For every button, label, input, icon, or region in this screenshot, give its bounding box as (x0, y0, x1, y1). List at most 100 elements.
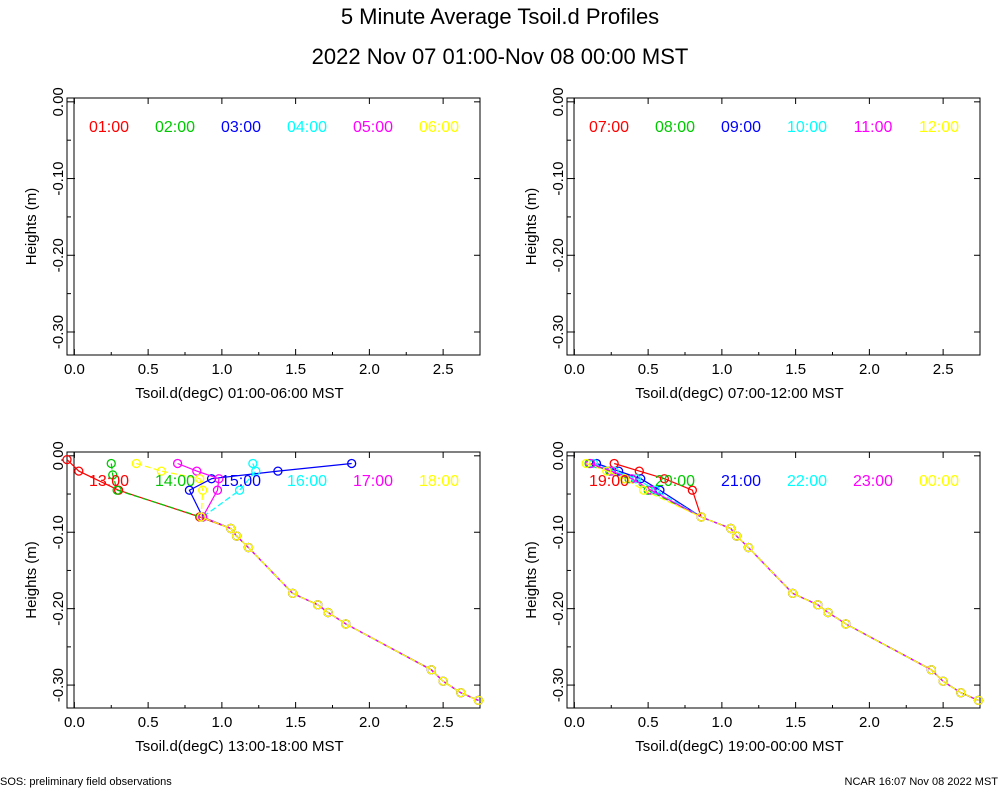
panel4-data-point (973, 695, 984, 706)
panel3-x-tick-label: 1.0 (211, 714, 232, 731)
panel3-data-point (226, 523, 236, 534)
panel3-data-point (456, 688, 466, 698)
panel4-data-point (581, 458, 591, 469)
chart-subtitle: 2022 Nov 07 01:00-Nov 08 00:00 MST (311, 44, 689, 69)
panel1-y-tick-label: -0.10 (50, 161, 67, 195)
panel3-x-tick-label: 1.5 (285, 714, 306, 731)
panel4-data-point (938, 676, 948, 686)
panel4-data-point (639, 485, 649, 495)
panel1-y-tick-label: -0.30 (50, 315, 67, 349)
panel4-data-point (926, 665, 936, 675)
panel3-series-line-1700 (177, 462, 479, 701)
panel3-data-point (156, 466, 167, 476)
panel4-x-tick-label: 1.0 (711, 714, 732, 731)
panel2-y-tick-label: -0.20 (550, 238, 567, 272)
panel3-data-point (192, 466, 202, 476)
panel2-x-axis-label: Tsoil.d(degC) 07:00-12:00 MST (635, 385, 843, 402)
panel3-data-point (243, 542, 254, 553)
panel3-legend-entry: 17:00 (353, 473, 393, 490)
panel3-x-tick-label: 0.0 (64, 714, 85, 731)
panel4-data-point (813, 600, 823, 610)
panel2-x-tick-label: 0.0 (564, 361, 585, 378)
panel4-data-point (743, 542, 754, 553)
panel3-data-point (473, 695, 484, 706)
panel3-data-point (74, 466, 84, 476)
panel3-series-line-1300 (66, 459, 479, 701)
panel4-legend-entry: 19:00 (589, 473, 629, 490)
panel4-x-tick-label: 2.5 (933, 714, 954, 731)
panel4-data-point (731, 531, 742, 541)
panel3-x-axis-label: Tsoil.d(degC) 13:00-18:00 MST (135, 738, 343, 755)
panel3-data-point (234, 485, 245, 495)
panel3-y-axis-label: Heights (m) (23, 541, 40, 619)
panel4-x-tick-label: 1.5 (785, 714, 806, 731)
panel3-data-point (214, 474, 224, 484)
panel2-legend-entry: 07:00 (589, 119, 629, 136)
panel1-x-axis-label: Tsoil.d(degC) 01:00-06:00 MST (135, 385, 343, 402)
panel2-y-tick-label: 0.00 (550, 87, 567, 116)
panel3-data-point (273, 466, 283, 476)
panel1-x-tick-label: 2.0 (359, 361, 380, 378)
panel4-series-line-0000 (585, 462, 979, 701)
panel3-data-point (212, 485, 223, 495)
panel3-data-point (248, 458, 258, 469)
panel3-data-point (347, 458, 357, 469)
panel4-series-line-2200 (593, 462, 979, 701)
panel4-data-point (956, 688, 966, 698)
panel3-y-tick-label: -0.30 (50, 668, 67, 702)
panel1-legend-entry: 01:00 (89, 119, 129, 136)
footer-timestamp: NCAR 16:07 Nov 08 2022 MST (844, 776, 998, 788)
panel3-data-point (196, 512, 206, 522)
panel4-x-axis-label: Tsoil.d(degC) 19:00-00:00 MST (635, 738, 843, 755)
panel4-data-point (602, 466, 612, 476)
panel3-y-tick-label: 0.00 (50, 441, 67, 470)
panel2-legend-entry: 12:00 (919, 119, 959, 136)
panel2-legend-entry: 09:00 (721, 119, 761, 136)
panel1-frame (66, 97, 481, 356)
panel1-x-tick-label: 1.5 (285, 361, 306, 378)
panel3-data-point (438, 676, 448, 686)
panel2-legend-entry: 08:00 (655, 119, 695, 136)
panel4-data-point (659, 474, 669, 484)
panel3-data-point (172, 458, 183, 469)
panel3-data-point (131, 458, 141, 469)
panel2-x-tick-label: 0.5 (638, 361, 659, 378)
panel2-x-tick-label: 1.0 (711, 361, 732, 378)
panel3-x-tick-label: 2.5 (433, 714, 454, 731)
panel3-legend-entry: 18:00 (419, 473, 459, 490)
panel1-x-tick-label: 0.0 (64, 361, 85, 378)
panel4-frame (566, 451, 981, 709)
panel3-data-point (62, 454, 72, 465)
panel3-data-point (108, 470, 118, 480)
panel3-y-tick-label: -0.20 (50, 592, 67, 626)
panel3-data-point (184, 485, 195, 495)
panel3-data-point (323, 607, 333, 618)
panel4-legend-entry: 20:00 (655, 473, 695, 490)
panel3-series-line-1500 (188, 462, 479, 701)
panel4-series-line-2000 (588, 462, 979, 701)
panel4-x-tick-label: 0.0 (564, 714, 585, 731)
panel3-data-point (112, 485, 122, 495)
panel4-data-point (619, 474, 630, 484)
panel3-data-point (341, 619, 351, 629)
panel4-series-line-2300 (590, 462, 979, 701)
panel3-x-tick-label: 0.5 (138, 714, 159, 731)
panel1-y-tick-label: 0.00 (50, 87, 67, 116)
panel2-y-axis-label: Heights (m) (523, 188, 540, 266)
panel2-x-tick-label: 1.5 (785, 361, 806, 378)
panel4-data-point (823, 607, 833, 618)
panel3-y-tick-label: -0.10 (50, 515, 67, 549)
panel4-data-point (687, 485, 698, 495)
chart-title: 5 Minute Average Tsoil.d Profiles (340, 4, 660, 29)
panel3-data-point (106, 458, 116, 469)
panel4-x-tick-label: 0.5 (638, 714, 659, 731)
panel2-y-tick-label: -0.10 (550, 161, 567, 195)
panel2-frame (566, 97, 981, 356)
panel4-legend-entry: 00:00 (919, 473, 959, 490)
panel4-legend-entry: 22:00 (787, 473, 827, 490)
panel2-y-tick-label: -0.30 (550, 315, 567, 349)
panel3-series-line-1800 (136, 462, 479, 701)
panel3-frame (66, 451, 481, 709)
panel3-legend-entry: 13:00 (89, 473, 129, 490)
